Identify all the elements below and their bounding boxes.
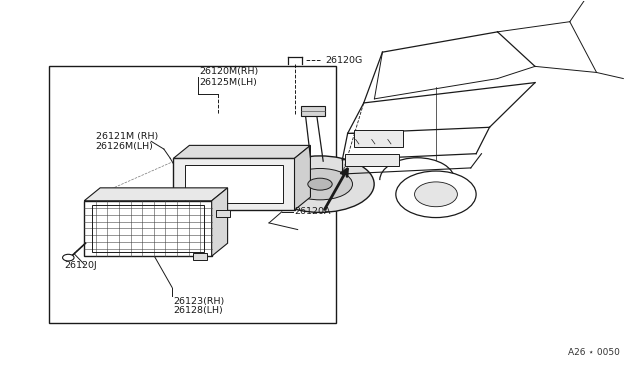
Text: 26120G: 26120G	[325, 56, 362, 65]
Text: 26126M(LH): 26126M(LH)	[96, 142, 154, 151]
Bar	[49, 66, 336, 323]
Text: 26121M (RH): 26121M (RH)	[96, 132, 158, 141]
Bar	[185, 165, 283, 203]
Circle shape	[63, 254, 74, 261]
Text: 26125M(LH): 26125M(LH)	[199, 78, 257, 87]
Ellipse shape	[266, 156, 374, 212]
Bar	[301, 106, 325, 116]
Ellipse shape	[287, 169, 353, 200]
Text: 26123(RH): 26123(RH)	[173, 297, 225, 306]
Bar	[345, 154, 399, 166]
Polygon shape	[212, 188, 228, 256]
Polygon shape	[84, 201, 212, 256]
Text: 26120M(RH): 26120M(RH)	[199, 67, 258, 76]
Bar	[92, 205, 204, 252]
Circle shape	[396, 171, 476, 218]
Polygon shape	[294, 145, 310, 210]
Circle shape	[415, 182, 458, 207]
Polygon shape	[84, 188, 228, 201]
Bar	[216, 210, 230, 217]
Bar	[193, 253, 207, 260]
Polygon shape	[173, 145, 310, 158]
Text: 26120J: 26120J	[64, 261, 97, 270]
Ellipse shape	[308, 178, 332, 190]
Text: 26120A: 26120A	[294, 207, 331, 217]
Text: 26128(LH): 26128(LH)	[173, 306, 223, 315]
Bar	[355, 130, 403, 147]
Text: A26 ⋆ 0050: A26 ⋆ 0050	[568, 347, 620, 357]
Bar	[173, 158, 294, 210]
